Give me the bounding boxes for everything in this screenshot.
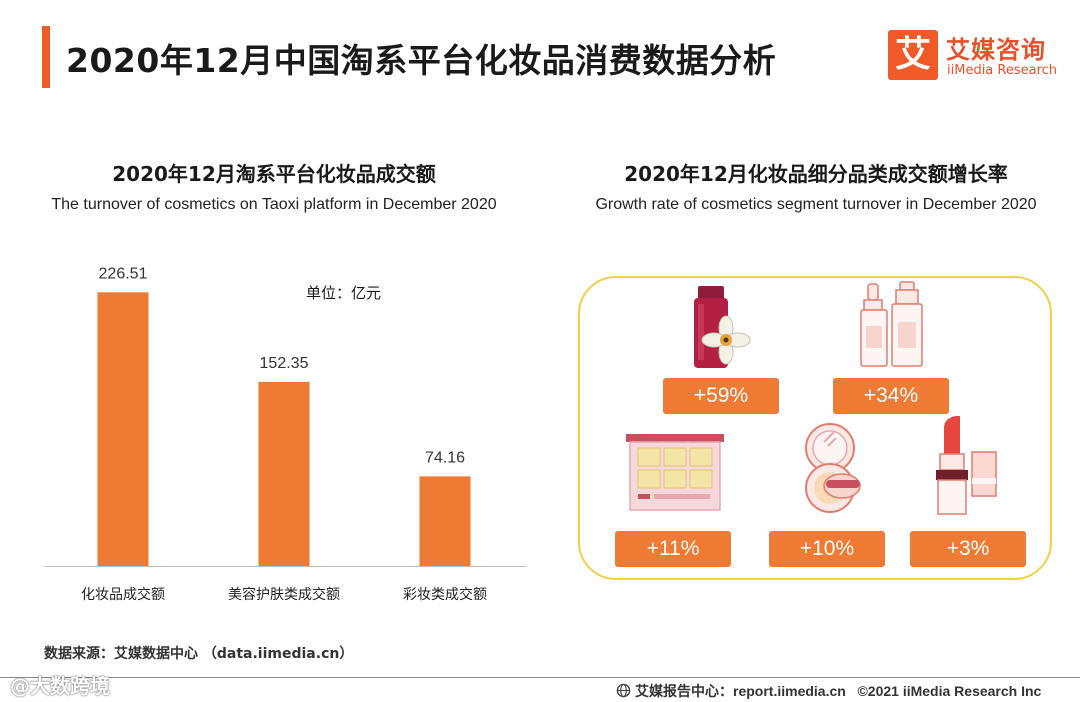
bar-1 [97,292,149,566]
growth-badge-perfume: +59% [663,378,779,414]
eyeshadow-palette-icon [626,434,724,511]
globe-icon [616,683,631,698]
page-title: 2020年12月中国淘系平台化妆品消费数据分析 [66,41,777,80]
cushion-compact-icon [805,423,861,513]
logo-cn-text: 艾媒咨询 [946,36,1046,64]
bar-value-label: 226.51 [99,265,148,282]
data-source: 数据来源：艾媒数据中心 （data.iimedia.cn） [44,646,354,662]
growth-badge-lipstick: +3% [910,531,1026,567]
footer-divider [0,677,1080,678]
lipstick-icon [936,416,997,515]
perfume-bottle-icon [694,286,751,368]
serum-bottles-icon [860,281,923,367]
footer-report-link[interactable]: 艾媒报告中心：report.iimedia.cn [635,683,846,699]
growth-badge-serum: +34% [833,378,949,414]
right-chart-subtitle: Growth rate of cosmetics segment turnove… [595,196,1037,213]
bar-2 [258,381,310,566]
logo-mark: 艾 [888,30,938,80]
growth-badge-eyeshadow: +11% [615,531,731,567]
left-chart-subtitle: The turnover of cosmetics on Taoxi platf… [51,196,497,213]
title-accent-bar [42,26,50,88]
footer-copyright: ©2021 iiMedia Research Inc [857,683,1042,699]
logo-en-text: iiMedia Research [947,63,1058,78]
right-chart-title: 2020年12月化妆品细分品类成交额增长率 [624,162,1008,186]
unit-label: 单位：亿元 [306,284,382,302]
watermark: @大数跨境 [10,674,110,698]
growth-rate-panel [578,276,1052,580]
bar-value-label: 74.16 [425,449,465,466]
footer: 艾媒报告中心：report.iimedia.cn ©2021 iiMedia R… [616,681,1041,701]
category-label: 化妆品成交额 [81,586,165,603]
category-label: 彩妆类成交额 [403,586,487,603]
bar-3 [419,476,471,566]
iimedia-logo: 艾 艾媒咨询 iiMedia Research [888,30,1068,86]
turnover-bar-chart: 226.51 化妆品成交额 152.35 美容护肤类成交额 74.16 彩妆类成交额 [44,265,526,603]
bar-value-label: 152.35 [260,355,309,372]
category-label: 美容护肤类成交额 [228,586,340,603]
left-chart-title: 2020年12月淘系平台化妆品成交额 [112,162,436,186]
growth-badge-cushion: +10% [769,531,885,567]
